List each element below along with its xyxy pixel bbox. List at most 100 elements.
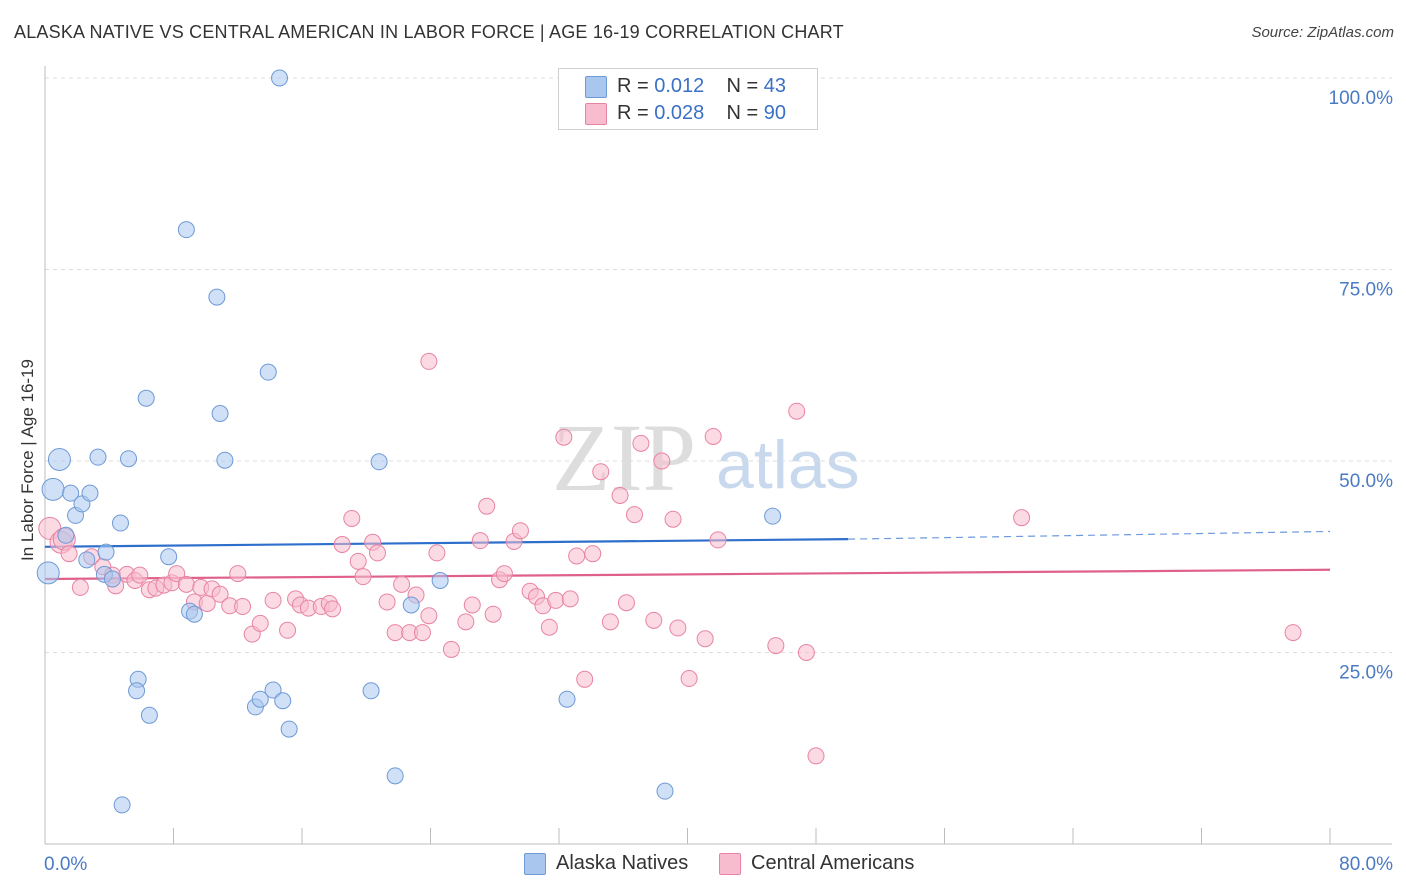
central-american-point <box>625 506 643 524</box>
central-american-point <box>428 544 446 562</box>
central-american-point <box>617 594 635 612</box>
central-american-point <box>807 747 825 765</box>
central-american-point <box>555 428 573 446</box>
alaska-native-point <box>89 448 107 466</box>
alaska-native-point <box>271 69 289 87</box>
alaska-native-trend-line <box>44 538 849 548</box>
alaska-native-point <box>274 692 292 710</box>
central-american-point <box>547 591 565 609</box>
central-american-point <box>680 670 698 688</box>
alaska-native-point <box>128 682 146 700</box>
data-points <box>36 69 1302 814</box>
central-american-point <box>653 452 671 470</box>
legend-n-value: 43 <box>763 75 787 97</box>
alaska-native-point <box>160 548 178 566</box>
alaska-native-point <box>211 405 229 423</box>
alaska-native-point <box>370 453 388 471</box>
central-american-point <box>592 463 610 481</box>
central-american-point <box>131 566 149 584</box>
central-american-point <box>463 596 481 614</box>
legend-r-value: 0.012 <box>654 75 705 97</box>
central-american-point <box>354 568 372 586</box>
central-american-point <box>664 510 682 528</box>
central-american-point <box>669 619 687 637</box>
y-tick-label: 75.0% <box>1339 280 1393 301</box>
central-american-point <box>797 644 815 661</box>
alaska-native-trend-line-extension <box>848 530 1331 540</box>
alaska-native-point <box>558 690 576 708</box>
central-american-point <box>251 614 269 632</box>
chart-title: ALASKA NATIVE VS CENTRAL AMERICAN IN LAB… <box>14 22 844 42</box>
central-american-point <box>211 585 229 603</box>
alaska-native-point <box>431 571 449 589</box>
central-american-point <box>568 547 586 565</box>
bottom-legend-label-central: Central Americans <box>751 852 915 874</box>
grid-lines <box>45 77 1392 653</box>
watermark-atlas: atlas <box>716 427 860 503</box>
alaska-native-point <box>140 706 158 724</box>
legend-swatch-alaska <box>585 76 607 98</box>
alaska-native-point <box>177 221 195 239</box>
central-american-point <box>420 352 438 370</box>
central-american-point <box>229 565 247 583</box>
alaska-native-point <box>362 682 380 700</box>
y-tick-label: 25.0% <box>1339 663 1393 684</box>
alaska-native-point <box>47 447 71 471</box>
central-american-point <box>767 637 785 655</box>
central-american-point <box>611 486 629 504</box>
y-tick-label: 50.0% <box>1339 471 1393 492</box>
bottom-legend-swatch-central <box>719 853 741 875</box>
alaska-native-point <box>111 514 129 532</box>
bottom-legend-swatch-alaska <box>524 853 546 875</box>
legend-swatch-central <box>585 103 607 125</box>
alaska-native-point <box>208 288 226 306</box>
central-american-point <box>645 611 663 629</box>
alaska-native-point <box>280 720 298 738</box>
alaska-native-point <box>81 484 99 502</box>
alaska-native-point <box>41 477 65 501</box>
central-american-point <box>368 544 386 562</box>
central-american-point <box>788 402 806 420</box>
axes <box>44 66 1392 845</box>
central-american-point <box>333 535 351 553</box>
legend-n-value: 90 <box>763 102 787 124</box>
x-tick-labels: 0.0% 80.0% <box>44 854 1393 875</box>
y-tick-label: 100.0% <box>1329 88 1394 109</box>
alaska-native-point <box>103 570 121 588</box>
alaska-native-point <box>764 507 782 525</box>
central-american-point <box>177 575 195 593</box>
central-american-point <box>540 618 558 636</box>
legend-n-label: N = <box>726 102 759 124</box>
alaska-native-point <box>57 526 75 544</box>
central-american-point <box>584 545 602 563</box>
alaska-native-point <box>402 596 420 614</box>
alaska-native-point <box>78 551 96 569</box>
alaska-native-point <box>113 796 131 814</box>
central-american-point <box>601 613 619 631</box>
x-tick-label: 80.0% <box>1339 854 1393 875</box>
central-american-trend-line <box>44 568 1331 581</box>
central-american-point <box>393 575 411 593</box>
alaska-native-point <box>259 363 277 381</box>
central-american-point <box>71 578 89 596</box>
central-american-point <box>349 552 367 570</box>
legend-r-value: 0.028 <box>654 102 705 124</box>
central-american-point <box>471 532 489 550</box>
central-american-point <box>478 497 496 515</box>
central-american-point <box>60 545 78 563</box>
y-tick-labels: 25.0% 50.0% 75.0% 100.0% <box>1329 88 1394 684</box>
central-american-point <box>386 624 404 642</box>
alaska-native-point <box>36 561 60 585</box>
alaska-native-point <box>62 484 80 502</box>
central-american-point <box>561 590 579 608</box>
central-american-point <box>495 565 513 583</box>
central-american-point <box>484 605 502 623</box>
central-american-point <box>1284 624 1302 642</box>
alaska-native-point <box>120 450 138 468</box>
central-american-point <box>264 591 282 609</box>
central-american-point <box>576 670 594 688</box>
stats-legend: R = 0.012 N = 43 R = 0.028 N = 90 <box>558 68 818 130</box>
alaska-native-point <box>656 782 674 800</box>
central-american-point <box>457 613 475 631</box>
legend-n-label: N = <box>726 75 759 97</box>
